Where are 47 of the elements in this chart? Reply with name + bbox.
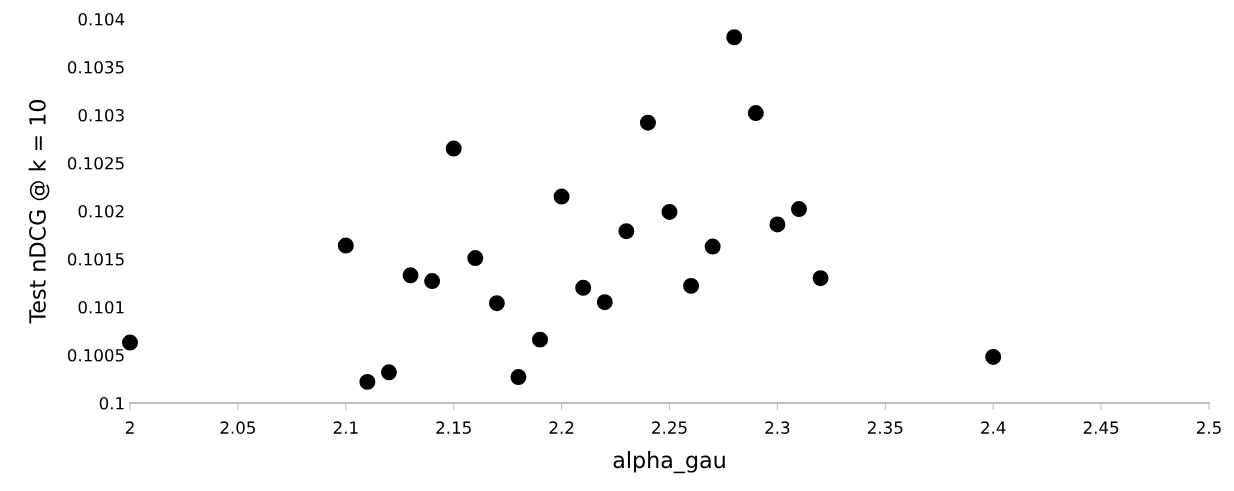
- x-tick-label: 2.1: [333, 421, 358, 434]
- point: [618, 223, 635, 240]
- x-tick-label: 2.35: [867, 421, 903, 434]
- point: [467, 250, 484, 267]
- x-tick-label: 2.3: [765, 421, 790, 434]
- y-tick-label: 0.1: [99, 396, 124, 410]
- point: [380, 364, 397, 381]
- point: [704, 238, 721, 255]
- point: [639, 114, 656, 131]
- point: [359, 373, 376, 390]
- x-tick-label: 2.45: [1083, 421, 1119, 434]
- x-tick-label: 2.5: [1196, 421, 1221, 434]
- x-tick-label: 2.05: [220, 421, 255, 434]
- point: [488, 295, 505, 312]
- point: [596, 294, 613, 311]
- x-tick-label: 2.4: [981, 421, 1006, 434]
- y-tick-label: 0.1005: [67, 348, 124, 362]
- x-tick-label: 2.15: [436, 421, 471, 434]
- point: [402, 267, 419, 284]
- y-tick-label: 0.1025: [67, 156, 124, 170]
- point: [445, 140, 462, 157]
- y-tick-label: 0.104: [78, 12, 125, 26]
- point: [337, 237, 354, 254]
- point: [791, 201, 807, 218]
- point: [812, 270, 829, 287]
- point: [424, 273, 441, 290]
- y-tick-label: 0.1035: [67, 60, 124, 74]
- y-tick-label: 0.1015: [67, 252, 124, 266]
- point: [683, 277, 700, 294]
- x-tick-label: 2.25: [652, 421, 687, 434]
- y-tick-label: 0.103: [78, 108, 124, 122]
- point: [122, 334, 138, 351]
- x-axis-title: alpha_gau: [613, 451, 725, 474]
- point: [769, 216, 786, 233]
- point: [510, 369, 527, 386]
- point: [575, 279, 592, 296]
- point: [747, 105, 764, 122]
- y-tick-label: 0.102: [78, 204, 124, 218]
- y-tick-label: 0.101: [78, 300, 124, 314]
- point: [553, 188, 570, 205]
- x-tick-label: 2.2: [549, 421, 574, 434]
- point: [985, 348, 1002, 365]
- x-tick-label: 2: [125, 421, 134, 434]
- point: [726, 29, 743, 46]
- point: [661, 203, 678, 220]
- y-axis-title: Test nDCG @ k = 10: [28, 99, 50, 324]
- point: [532, 331, 548, 348]
